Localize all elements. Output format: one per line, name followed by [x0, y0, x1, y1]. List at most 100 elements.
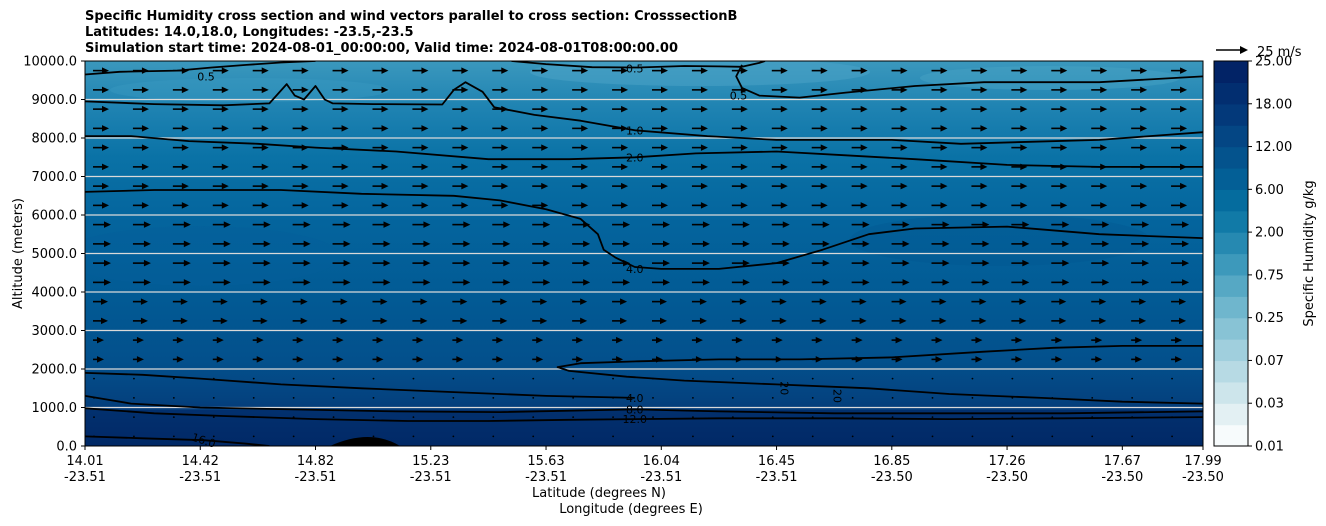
wind-vector: [1131, 221, 1150, 228]
wind-vector: [691, 221, 710, 228]
wind-vector: [212, 435, 215, 438]
wind-vector: [532, 356, 544, 363]
wind-vector: [1091, 202, 1108, 209]
wind-vector: [332, 298, 348, 305]
colorbar-tick-label: 0.03: [1255, 397, 1284, 412]
wind-vector: [292, 259, 311, 267]
wind-vector: [332, 125, 349, 132]
wind-vector: [931, 125, 948, 132]
wind-vector: [731, 240, 750, 248]
wind-vector: [652, 240, 670, 248]
wind-vector: [1091, 240, 1110, 248]
wind-vector: [1091, 396, 1094, 399]
wind-vector: [452, 298, 468, 305]
wind-vector: [971, 377, 974, 380]
wind-vector: [252, 396, 255, 399]
wind-vector: [372, 221, 391, 228]
wind-vector: [692, 396, 694, 399]
wind-vector: [492, 163, 509, 171]
wind-vector: [93, 86, 109, 94]
wind-vector: [931, 144, 948, 151]
wind-vector: [971, 279, 990, 286]
wind-vector: [212, 86, 229, 94]
colorbar-segment: [1214, 381, 1248, 404]
wind-vector: [691, 279, 710, 286]
wind-vector: [1131, 298, 1147, 305]
colorbar-segment: [1214, 167, 1248, 190]
y-tick-label: 1000.0: [32, 401, 78, 416]
wind-vector: [691, 86, 708, 94]
wind-vector: [1091, 221, 1110, 228]
wind-vector: [372, 202, 389, 209]
wind-vector: [691, 298, 707, 305]
wind-vector: [771, 240, 790, 248]
x-tick-label-longitude: -23.51: [179, 470, 221, 485]
wind-vector: [452, 317, 468, 325]
wind-vector: [292, 202, 309, 209]
wind-vector: [212, 182, 229, 190]
wind-vector: [612, 416, 614, 419]
x-tick-label-latitude: 17.67: [1104, 454, 1141, 469]
wind-vector: [612, 240, 631, 248]
wind-vector: [1091, 336, 1103, 344]
wind-vector: [891, 298, 907, 305]
wind-vector: [572, 182, 589, 190]
wind-vector: [1051, 67, 1068, 74]
wind-vector: [771, 182, 788, 190]
wind-vector: [692, 377, 694, 380]
wind-vector: [532, 182, 549, 190]
contour-line-16: [85, 435, 270, 446]
wind-vector: [93, 416, 95, 419]
wind-vector: [931, 317, 947, 325]
dry-patch: [530, 61, 870, 86]
wind-vector: [372, 86, 389, 94]
wind-vector: [452, 279, 471, 286]
wind-vector: [1171, 221, 1190, 228]
wind-vector: [532, 202, 549, 209]
wind-vector: [811, 182, 828, 190]
wind-vector: [332, 182, 349, 190]
wind-vector: [132, 125, 149, 132]
colorbar-tick-label: 2.00: [1255, 226, 1284, 241]
wind-vector: [252, 377, 255, 380]
wind-vector: [172, 86, 189, 94]
wind-vector: [851, 163, 868, 171]
wind-vector: [731, 182, 748, 190]
colorbar-frame: [1213, 60, 1249, 447]
wind-vector: [931, 416, 934, 419]
wind-vector: [172, 221, 191, 228]
wind-vector: [1051, 279, 1070, 286]
wind-vector: [891, 435, 894, 438]
wind-vector: [452, 163, 469, 171]
wind-vector: [1171, 182, 1188, 190]
wind-vector: [811, 377, 814, 380]
wind-vector: [172, 240, 191, 248]
wind-vector: [572, 279, 591, 286]
wind-vector: [572, 336, 584, 344]
wind-vector: [931, 356, 943, 363]
wind-vector: [731, 221, 750, 228]
wind-vector: [93, 279, 111, 286]
y-tick-label: 0.0: [56, 440, 77, 455]
wind-vector: [1171, 144, 1188, 151]
wind-vector: [731, 163, 748, 171]
x-tick-label-longitude: -23.50: [986, 470, 1028, 485]
wind-vector: [811, 86, 828, 94]
wind-vector: [771, 202, 788, 209]
wind-vector: [532, 298, 548, 305]
wind-vector: [172, 396, 175, 399]
wind-vector: [612, 298, 628, 305]
x-tick-label-longitude: -23.50: [1182, 470, 1224, 485]
y-tick-label: 4000.0: [32, 286, 78, 301]
wind-vector: [891, 202, 908, 209]
wind-vector: [851, 435, 854, 438]
wind-vector: [372, 125, 389, 132]
wind-vector: [532, 221, 551, 228]
wind-vector: [172, 125, 189, 132]
wind-vector: [292, 279, 311, 286]
wind-vector: [412, 317, 428, 325]
colorbar: 0.01 0.03 0.07 0.25 0.75 2.00 6.00 12.00 18.00 25…: [1214, 55, 1292, 455]
wind-vector: [372, 67, 389, 74]
wind-vector: [971, 240, 990, 248]
wind-vector: [811, 67, 828, 74]
